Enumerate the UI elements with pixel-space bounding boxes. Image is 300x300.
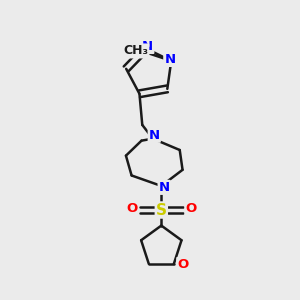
Text: N: N [142, 40, 153, 53]
Text: CH₃: CH₃ [123, 44, 148, 58]
Text: N: N [159, 181, 170, 194]
Text: O: O [126, 202, 137, 215]
Text: O: O [185, 202, 197, 215]
Text: N: N [149, 129, 160, 142]
Text: N: N [164, 53, 175, 66]
Text: O: O [177, 258, 188, 271]
Text: S: S [156, 202, 167, 217]
